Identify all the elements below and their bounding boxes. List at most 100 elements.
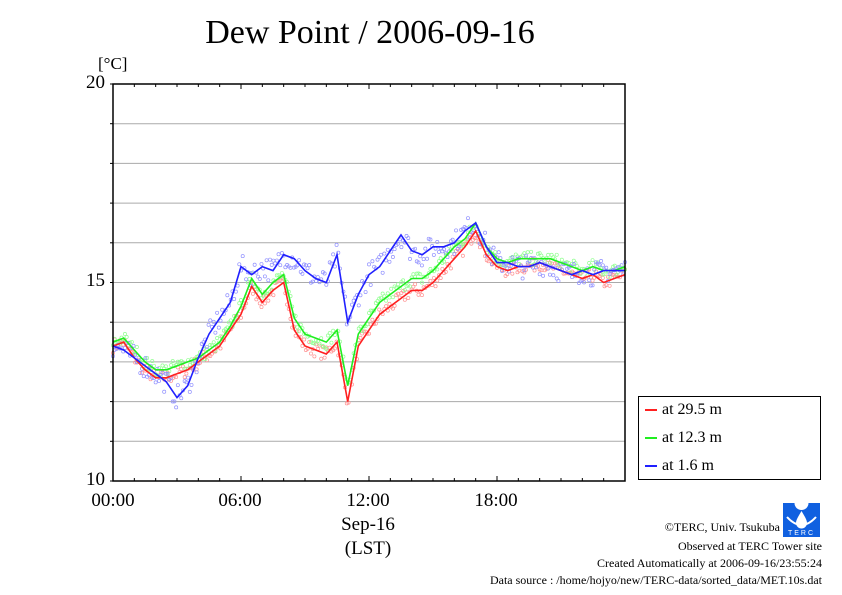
data-point: [259, 262, 264, 266]
data-point: [413, 282, 418, 287]
data-point: [187, 362, 192, 367]
data-point: [532, 268, 537, 273]
data-point: [402, 288, 407, 292]
series-line: [112, 221, 626, 386]
legend-item: at 12.3 m: [645, 429, 722, 447]
data-point: [520, 276, 525, 281]
data-point: [419, 280, 424, 285]
legend-swatch: [645, 437, 657, 440]
data-point: [145, 356, 150, 360]
data-point: [250, 291, 255, 296]
data-point: [399, 245, 404, 250]
data-point: [172, 399, 177, 404]
data-point: [370, 317, 375, 322]
data-point: [184, 380, 189, 385]
data-point: [322, 355, 327, 360]
data-point: [571, 262, 576, 267]
x-tick-label: 12:00: [346, 490, 390, 511]
data-point: [556, 262, 561, 267]
data-point: [491, 245, 496, 250]
data-point: [237, 301, 242, 306]
data-point: [295, 263, 300, 268]
data-point: [382, 294, 387, 299]
data-point: [431, 276, 436, 281]
water-drop-icon: TERC: [786, 496, 817, 537]
data-point: [174, 405, 179, 410]
data-point: [300, 271, 305, 276]
data-point: [208, 343, 213, 347]
legend-label: at 1.6 m: [662, 457, 714, 474]
data-point: [443, 251, 448, 256]
y-tick-label: 20: [86, 72, 105, 93]
data-point: [440, 249, 445, 254]
data-point: [273, 261, 278, 266]
data-point: [619, 263, 624, 268]
data-point: [367, 262, 371, 267]
data-point: [150, 359, 155, 364]
data-point: [382, 251, 387, 256]
data-point: [257, 276, 262, 281]
data-point: [358, 335, 363, 340]
data-point: [546, 252, 551, 257]
data-point: [160, 363, 165, 368]
data-source: Data source : /home/hojyo/new/TERC-data/…: [489, 573, 822, 587]
data-point: [257, 301, 262, 306]
data-point: [218, 334, 223, 339]
data-point: [372, 308, 377, 313]
data-point: [138, 371, 143, 375]
data-point: [599, 258, 604, 263]
data-point: [174, 375, 179, 379]
data-point: [211, 340, 216, 345]
data-point: [216, 325, 221, 330]
data-point: [529, 249, 534, 254]
data-point: [122, 332, 127, 336]
y-axis-unit: [°C]: [98, 54, 128, 73]
data-point: [324, 282, 329, 287]
data-point: [452, 252, 457, 256]
data-point: [133, 353, 138, 357]
data-point: [206, 322, 211, 327]
data-point: [211, 319, 216, 324]
data-point: [590, 258, 595, 263]
data-point: [524, 253, 528, 258]
data-point: [541, 273, 546, 278]
x-axis-date: Sep-16: [341, 514, 395, 535]
data-point: [150, 375, 155, 380]
data-point: [141, 374, 146, 379]
data-point: [244, 277, 249, 282]
data-point: [419, 293, 424, 298]
data-point: [537, 272, 542, 277]
data-point: [186, 375, 191, 380]
data-point: [269, 262, 274, 267]
data-point: [380, 291, 385, 296]
data-point: [307, 340, 312, 345]
data-point: [537, 267, 542, 272]
data-point: [121, 340, 126, 344]
data-point: [252, 262, 257, 267]
data-point: [554, 252, 559, 257]
data-point: [378, 295, 383, 300]
data-point: [450, 254, 455, 259]
data-point: [419, 263, 424, 268]
data-point: [392, 247, 397, 252]
data-point: [396, 291, 400, 296]
data-point: [389, 286, 394, 291]
data-point: [327, 331, 332, 336]
legend-swatch: [645, 465, 657, 468]
data-point: [349, 302, 354, 307]
data-point: [368, 282, 373, 287]
data-point: [215, 336, 220, 341]
data-point: [162, 389, 167, 394]
data-point: [435, 267, 440, 272]
x-tick-label: 18:00: [474, 490, 518, 511]
data-point: [370, 259, 375, 264]
data-point: [331, 328, 336, 333]
data-point: [406, 296, 411, 300]
data-point: [442, 247, 447, 252]
data-point: [450, 237, 455, 242]
data-point: [402, 297, 407, 302]
data-point: [165, 371, 170, 376]
data-point: [431, 252, 436, 257]
data-point: [460, 253, 465, 258]
data-point: [546, 266, 551, 271]
